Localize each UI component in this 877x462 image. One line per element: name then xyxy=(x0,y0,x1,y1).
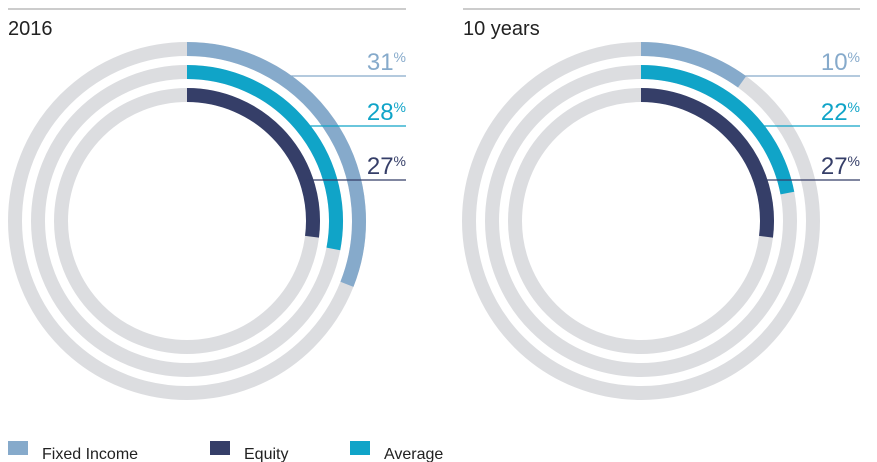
legend-text: Equity xyxy=(244,446,288,462)
value-label: 31% xyxy=(367,49,406,76)
value-label: 27% xyxy=(367,153,406,180)
value-label: 28% xyxy=(367,99,406,126)
value-label: 22% xyxy=(821,99,860,126)
legend-text: Average xyxy=(384,446,443,462)
chart-title: 10 years xyxy=(463,18,540,40)
ring-bar xyxy=(640,65,795,195)
ring-bar xyxy=(186,88,320,238)
value-label: 10% xyxy=(821,49,860,76)
ring-bar xyxy=(186,42,366,287)
legend-text: Fixed Income xyxy=(42,446,138,462)
legend-swatch xyxy=(350,441,370,455)
legend-swatch xyxy=(8,441,28,455)
value-label: 27% xyxy=(821,153,860,180)
legend-swatch xyxy=(210,441,230,455)
ring-bar xyxy=(640,88,774,238)
chart-title: 2016 xyxy=(8,18,53,40)
ring-bar xyxy=(640,42,747,88)
